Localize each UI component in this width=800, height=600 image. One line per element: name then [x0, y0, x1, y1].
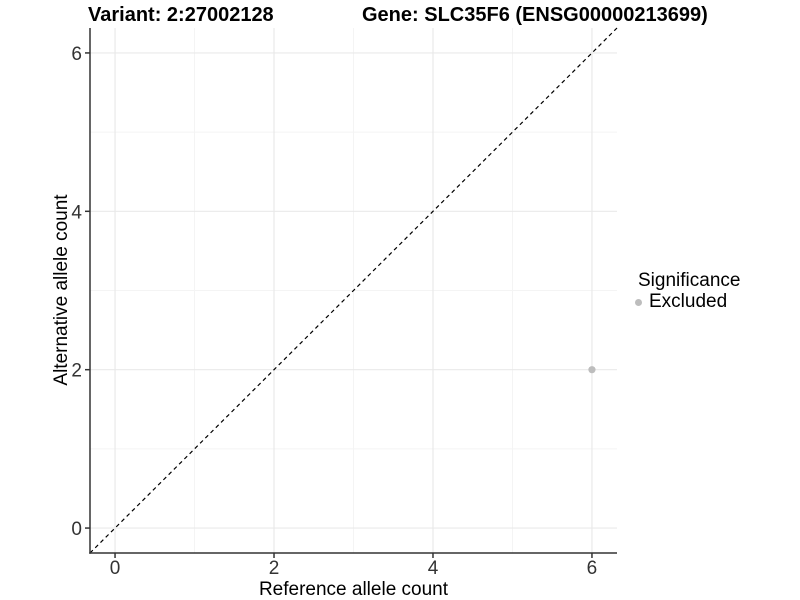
legend-entry-label: Excluded	[649, 291, 728, 312]
x-tick-label: 0	[110, 558, 121, 579]
legend: Significance Excluded	[631, 270, 740, 312]
data-point	[588, 366, 596, 374]
legend-entry: Excluded	[631, 291, 740, 312]
x-tick-label: 4	[428, 558, 439, 579]
y-tick-label: 2	[71, 361, 82, 382]
y-tick-label: 0	[71, 519, 82, 540]
y-axis-title: Alternative allele count	[51, 194, 72, 386]
legend-title: Significance	[638, 270, 741, 291]
x-axis-title: Reference allele count	[258, 579, 449, 600]
legend-point-icon	[635, 298, 642, 306]
y-tick-label: 6	[71, 44, 82, 65]
y-tick-label: 4	[71, 202, 82, 223]
x-tick-label: 2	[269, 558, 280, 579]
plot-title-gene: Gene: SLC35F6 (ENSG00000213699)	[362, 4, 708, 26]
plot-title-variant: Variant: 2:27002128	[88, 4, 274, 26]
x-tick-label: 6	[587, 558, 598, 579]
identity-dashed-line	[89, 27, 618, 554]
legend-entries: Excluded	[631, 291, 740, 312]
